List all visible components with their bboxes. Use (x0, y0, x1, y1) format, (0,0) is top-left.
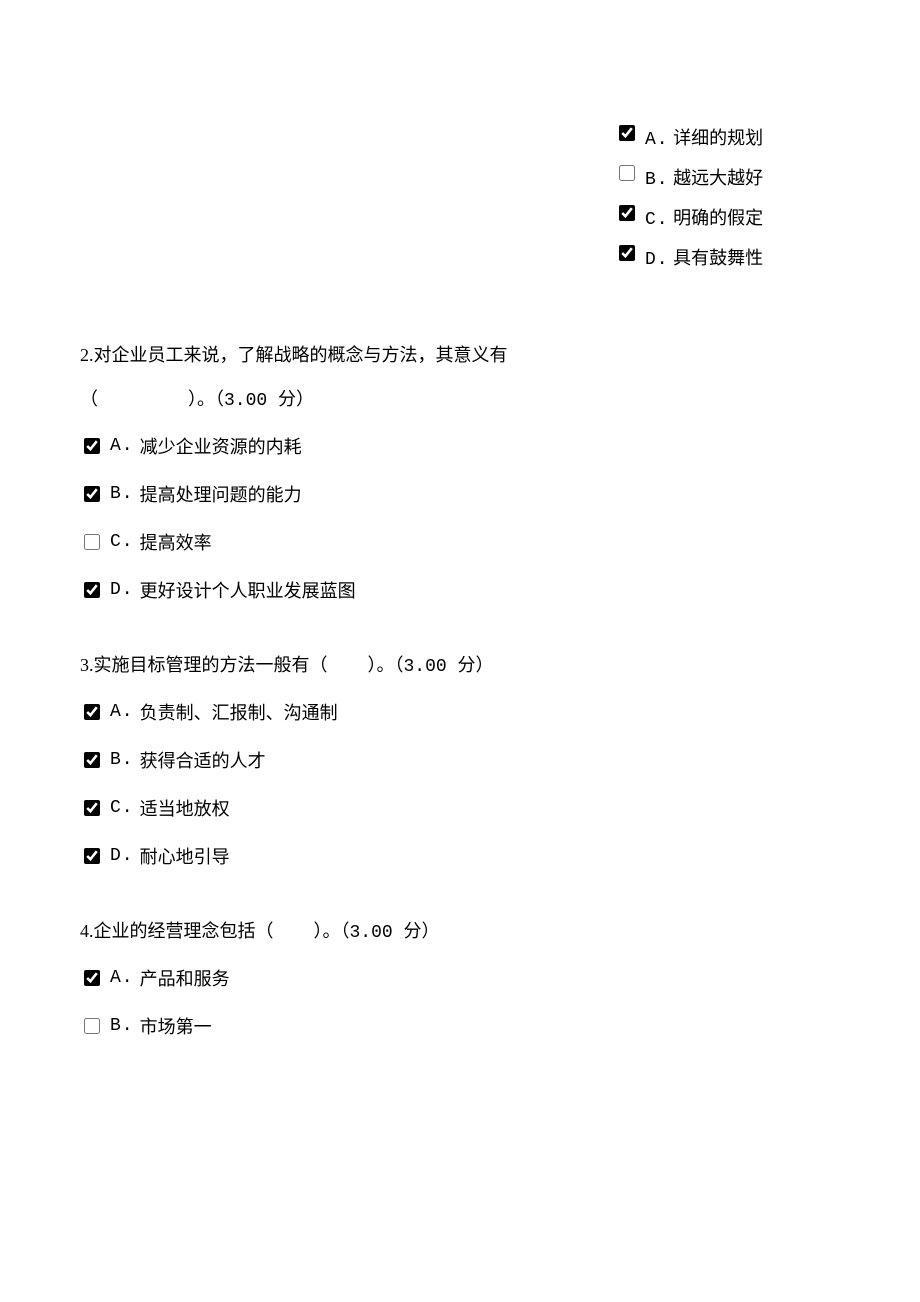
q4-stem: 4.企业的经营理念包括（ ）。（3.00 分） (80, 909, 840, 955)
q3-option-d-letter: D. (110, 846, 134, 866)
q4-option-b-text: 市场第一 (140, 1013, 212, 1039)
q4-option-b: B. 市场第一 (80, 1013, 840, 1039)
q2-option-c-letter: C. (110, 532, 134, 552)
q1-option-d-text: 具有鼓舞性 (673, 248, 763, 268)
q1-checkbox-b[interactable] (619, 165, 635, 181)
q2-checkbox-b[interactable] (84, 486, 100, 502)
q2-option-c-text: 提高效率 (140, 529, 212, 555)
q1-options-block: A. 详细的规划 B. 越远大越好 C. 明确的假定 D. 具有鼓舞性 (615, 120, 825, 278)
q2: 2.对企业员工来说，了解战略的概念与方法，其意义有 （ ）。（3.00 分） A… (80, 333, 840, 603)
q3-option-c-letter: C. (110, 798, 134, 818)
q1-checkbox-c[interactable] (619, 205, 635, 221)
q4-option-a-letter: A. (110, 968, 134, 988)
q3-score: （3.00 分） (395, 657, 494, 677)
q1-option-d-letter: D. (645, 250, 669, 270)
q2-option-a-text: 减少企业资源的内耗 (140, 433, 302, 459)
q3-option-b: B. 获得合适的人才 (80, 747, 840, 773)
q1-option-b-text: 越远大越好 (673, 168, 763, 188)
q2-checkbox-d[interactable] (84, 582, 100, 598)
q3-checkbox-d[interactable] (84, 848, 100, 864)
q4-option-a-text: 产品和服务 (140, 965, 230, 991)
q3-option-d: D. 耐心地引导 (80, 843, 840, 869)
q2-option-b: B. 提高处理问题的能力 (80, 481, 840, 507)
q3-checkbox-a[interactable] (84, 704, 100, 720)
q1-option-a-letter: A. (645, 130, 669, 150)
q2-stem-paren-close: ）。 (188, 389, 215, 409)
q1-option-a: A. 详细的规划 (615, 120, 825, 158)
q2-checkbox-c[interactable] (84, 534, 100, 550)
q1-option-a-label: A. 详细的规划 (645, 120, 825, 158)
q4-score: （3.00 分） (341, 923, 440, 943)
q1-option-d: D. 具有鼓舞性 (615, 240, 825, 278)
page: A. 详细的规划 B. 越远大越好 C. 明确的假定 D. 具有鼓舞性 (0, 0, 920, 1139)
q2-score: （3.00 分） (215, 391, 314, 411)
q1-option-b-label: B. 越远大越好 (645, 160, 825, 198)
q2-stem-line1: 2.对企业员工来说，了解战略的概念与方法，其意义有 (80, 345, 508, 365)
q1-option-b-letter: B. (645, 170, 669, 190)
q1-option-c-letter: C. (645, 210, 669, 230)
q2-option-a: A. 减少企业资源的内耗 (80, 433, 840, 459)
q1-option-b: B. 越远大越好 (615, 160, 825, 198)
q4-option-b-letter: B. (110, 1016, 134, 1036)
q4-stem-prefix: 4.企业的经营理念包括（ (80, 921, 274, 941)
q3-stem: 3.实施目标管理的方法一般有（ ）。（3.00 分） (80, 643, 840, 689)
q1-option-c: C. 明确的假定 (615, 200, 825, 238)
q1-option-a-text: 详细的规划 (673, 128, 763, 148)
q2-option-d-text: 更好设计个人职业发展蓝图 (140, 577, 356, 603)
q3-stem-suffix: ）。 (368, 655, 395, 675)
q3-option-b-letter: B. (110, 750, 134, 770)
q3-stem-prefix: 3.实施目标管理的方法一般有（ (80, 655, 328, 675)
q2-option-b-text: 提高处理问题的能力 (140, 481, 302, 507)
q3-option-a-letter: A. (110, 702, 134, 722)
q3-option-b-text: 获得合适的人才 (140, 747, 266, 773)
q2-stem-paren-open: （ (80, 389, 98, 409)
q3-blank (328, 643, 368, 687)
q3: 3.实施目标管理的方法一般有（ ）。（3.00 分） A. 负责制、汇报制、沟通… (80, 643, 840, 869)
q2-stem: 2.对企业员工来说，了解战略的概念与方法，其意义有 （ ）。（3.00 分） (80, 333, 840, 423)
q4-option-a: A. 产品和服务 (80, 965, 840, 991)
q2-checkbox-a[interactable] (84, 438, 100, 454)
q2-option-c: C. 提高效率 (80, 529, 840, 555)
q3-option-c: C. 适当地放权 (80, 795, 840, 821)
q3-checkbox-c[interactable] (84, 800, 100, 816)
q4: 4.企业的经营理念包括（ ）。（3.00 分） A. 产品和服务 B. 市场第一 (80, 909, 840, 1039)
q1-option-c-text: 明确的假定 (673, 208, 763, 228)
q3-option-d-text: 耐心地引导 (140, 843, 230, 869)
q1-checkbox-d[interactable] (619, 245, 635, 261)
q2-blank (98, 377, 188, 421)
q1-option-d-label: D. 具有鼓舞性 (645, 240, 825, 278)
q3-option-a: A. 负责制、汇报制、沟通制 (80, 699, 840, 725)
q2-option-a-letter: A. (110, 436, 134, 456)
q4-stem-suffix: ）。 (314, 921, 341, 941)
q3-option-c-text: 适当地放权 (140, 795, 230, 821)
q1-checkbox-a[interactable] (619, 125, 635, 141)
q3-option-a-text: 负责制、汇报制、沟通制 (140, 699, 338, 725)
q4-checkbox-a[interactable] (84, 970, 100, 986)
q1-option-c-label: C. 明确的假定 (645, 200, 825, 238)
q4-checkbox-b[interactable] (84, 1018, 100, 1034)
q2-option-d: D. 更好设计个人职业发展蓝图 (80, 577, 840, 603)
q2-option-d-letter: D. (110, 580, 134, 600)
q3-checkbox-b[interactable] (84, 752, 100, 768)
q4-blank (274, 909, 314, 953)
q2-option-b-letter: B. (110, 484, 134, 504)
